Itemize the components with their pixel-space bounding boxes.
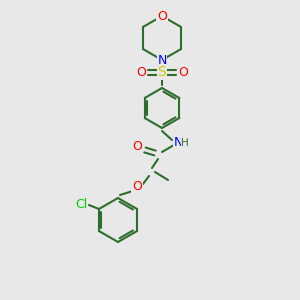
Text: H: H	[181, 138, 189, 148]
Text: O: O	[178, 65, 188, 79]
Text: Cl: Cl	[75, 197, 87, 211]
Text: O: O	[136, 65, 146, 79]
Text: O: O	[132, 181, 142, 194]
Text: N: N	[157, 53, 167, 67]
Text: S: S	[158, 65, 166, 79]
Text: O: O	[132, 140, 142, 152]
Text: N: N	[173, 136, 183, 148]
Text: O: O	[157, 10, 167, 22]
